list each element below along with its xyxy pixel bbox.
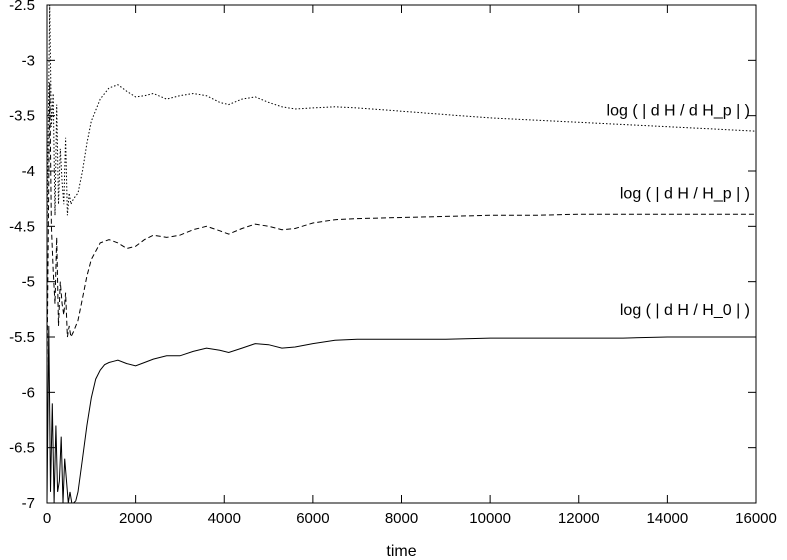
x-tick-label: 0 [43, 510, 51, 527]
y-tick-label: -6 [22, 384, 35, 401]
x-tick-label: 12000 [558, 510, 600, 527]
x-tick-label: 8000 [385, 510, 418, 527]
y-tick-label: -5 [22, 274, 35, 291]
y-tick-label: -3 [22, 52, 35, 69]
x-tick-label: 4000 [208, 510, 241, 527]
y-tick-label: -6.5 [9, 440, 35, 457]
series-line [46, 82, 756, 371]
x-tick-label: 10000 [469, 510, 511, 527]
x-axis-label: time [386, 543, 416, 560]
y-tick-label: -3.5 [9, 108, 35, 125]
series-label: log ( | d H / d H_p | ) [607, 103, 750, 120]
y-tick-label: -5.5 [9, 329, 35, 346]
series-line [46, 325, 756, 504]
y-tick-label: -7 [22, 495, 35, 512]
x-tick-label: 2000 [119, 510, 152, 527]
x-tick-label: 16000 [735, 510, 777, 527]
x-tick-label: 6000 [296, 510, 329, 527]
series-label: log ( | d H / H_0 | ) [620, 302, 750, 319]
series-label: log ( | d H / H_p | ) [620, 186, 750, 203]
y-tick-label: -4 [22, 163, 35, 180]
plot-frame [46, 4, 757, 504]
y-tick-label: -2.5 [9, 0, 35, 14]
y-tick-label: -4.5 [9, 218, 35, 235]
x-tick-label: 14000 [647, 510, 689, 527]
